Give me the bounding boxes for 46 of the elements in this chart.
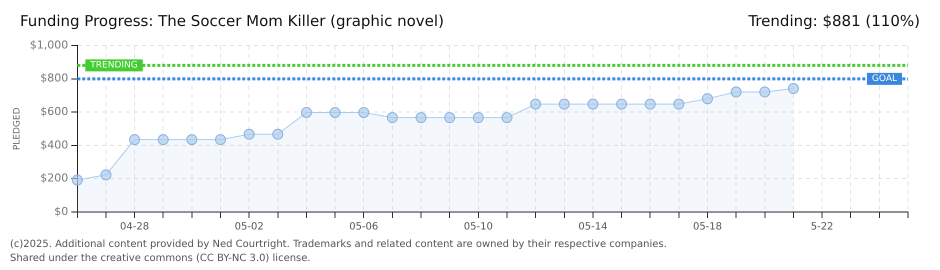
- point: [530, 98, 542, 110]
- x-tick-label: 5-22: [810, 222, 834, 233]
- y-axis-title: PLEDGED: [12, 107, 23, 150]
- point: [272, 128, 284, 140]
- point: [558, 98, 570, 110]
- point: [788, 83, 799, 94]
- chart-subtitle: Trending: $881 (110%): [748, 12, 920, 30]
- y-tick-label: $1,000: [30, 38, 68, 52]
- point: [358, 106, 370, 118]
- point: [244, 128, 255, 140]
- x-tick-label: 04-28: [120, 222, 150, 233]
- point: [444, 112, 456, 124]
- x-tick-label: 05-06: [349, 222, 378, 233]
- y-tick-label: $400: [40, 138, 68, 152]
- point: [673, 98, 684, 110]
- point: [300, 106, 312, 118]
- point: [759, 86, 770, 98]
- text: Shared under the creative commons (CC BY-NC 3.0) license.: [10, 252, 312, 266]
- x-tick-label: 05-14: [578, 222, 608, 233]
- point: [158, 134, 169, 146]
- y-tick-label: $200: [40, 172, 68, 185]
- point: [186, 134, 198, 146]
- text: (c)2025. Additional content provided by Ned Courtright. Trademarks and related content are owned by their respective companies.: [10, 238, 667, 252]
- point: [702, 93, 713, 104]
- point: [730, 86, 742, 98]
- point: [386, 112, 398, 124]
- point: [472, 112, 484, 124]
- point: [100, 169, 112, 180]
- x-tick-label: 05-18: [692, 222, 722, 233]
- y-tick-label: $600: [40, 105, 68, 118]
- x-tick-label: 05-02: [234, 222, 264, 233]
- point: [587, 98, 598, 110]
- chart-title: Funding Progress: The Soccer Mom Killer (graphic novel): [20, 12, 444, 30]
- point: [72, 174, 83, 186]
- point: [215, 134, 226, 146]
- point: [501, 112, 512, 124]
- ref-line-label: GOAL: [872, 74, 898, 84]
- point: [129, 134, 140, 146]
- point: [644, 98, 656, 110]
- point: [330, 106, 341, 118]
- x-tick-label: 05-10: [464, 222, 493, 233]
- point: [616, 98, 628, 110]
- y-tick-label: $800: [40, 72, 68, 85]
- point: [416, 112, 427, 124]
- ref-line-label: TRENDING: [89, 60, 138, 71]
- y-tick-label: $0: [54, 204, 68, 218]
